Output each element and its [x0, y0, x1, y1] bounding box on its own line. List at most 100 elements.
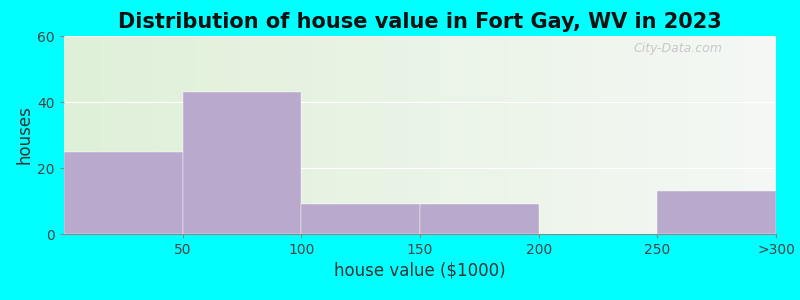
- Bar: [538, 36, 542, 234]
- Bar: [106, 36, 111, 234]
- Bar: [740, 36, 745, 234]
- Bar: [605, 36, 610, 234]
- Bar: [754, 36, 759, 234]
- Bar: [598, 36, 602, 234]
- Bar: [356, 36, 361, 234]
- Bar: [506, 36, 510, 234]
- Bar: [288, 36, 293, 234]
- Bar: [224, 36, 229, 234]
- Bar: [417, 36, 421, 234]
- Bar: [89, 36, 94, 234]
- Bar: [530, 36, 535, 234]
- Bar: [306, 36, 311, 234]
- Bar: [410, 36, 414, 234]
- Bar: [520, 36, 525, 234]
- Bar: [616, 36, 621, 234]
- Bar: [420, 36, 425, 234]
- Bar: [658, 36, 663, 234]
- Bar: [210, 36, 214, 234]
- Bar: [698, 36, 702, 234]
- Bar: [246, 36, 250, 234]
- Bar: [302, 204, 420, 234]
- Bar: [174, 36, 179, 234]
- Bar: [545, 36, 550, 234]
- Bar: [231, 36, 236, 234]
- Bar: [132, 36, 136, 234]
- Bar: [762, 36, 766, 234]
- Bar: [366, 36, 371, 234]
- Bar: [260, 36, 265, 234]
- Bar: [96, 36, 101, 234]
- Bar: [138, 36, 143, 234]
- Bar: [128, 36, 133, 234]
- Bar: [509, 36, 514, 234]
- Bar: [552, 36, 557, 234]
- Bar: [86, 36, 90, 234]
- Bar: [452, 36, 457, 234]
- Bar: [189, 36, 194, 234]
- Bar: [573, 36, 578, 234]
- Bar: [445, 36, 450, 234]
- Bar: [199, 36, 204, 234]
- Bar: [242, 36, 246, 234]
- Bar: [466, 36, 471, 234]
- Bar: [406, 36, 410, 234]
- Bar: [310, 36, 314, 234]
- Bar: [313, 36, 318, 234]
- Bar: [705, 36, 710, 234]
- Bar: [74, 36, 79, 234]
- Bar: [99, 36, 104, 234]
- Bar: [442, 36, 446, 234]
- Bar: [363, 36, 368, 234]
- Bar: [206, 36, 211, 234]
- Bar: [630, 36, 634, 234]
- Bar: [726, 36, 731, 234]
- Bar: [641, 36, 646, 234]
- Bar: [744, 36, 749, 234]
- Bar: [334, 36, 339, 234]
- Bar: [302, 36, 307, 234]
- Bar: [680, 36, 685, 234]
- Bar: [64, 152, 182, 234]
- Bar: [153, 36, 158, 234]
- Bar: [591, 36, 596, 234]
- Bar: [758, 36, 763, 234]
- Bar: [712, 36, 717, 234]
- Bar: [320, 36, 325, 234]
- Bar: [160, 36, 165, 234]
- Bar: [769, 36, 774, 234]
- Bar: [270, 36, 275, 234]
- Bar: [694, 36, 699, 234]
- Bar: [730, 36, 734, 234]
- Bar: [609, 36, 614, 234]
- Bar: [64, 36, 69, 234]
- Bar: [171, 36, 175, 234]
- Bar: [427, 36, 432, 234]
- Bar: [235, 36, 240, 234]
- Bar: [299, 36, 304, 234]
- Bar: [438, 36, 442, 234]
- Bar: [182, 36, 186, 234]
- Bar: [477, 36, 482, 234]
- Bar: [676, 36, 681, 234]
- Bar: [374, 36, 378, 234]
- Bar: [324, 36, 329, 234]
- Bar: [623, 36, 628, 234]
- Bar: [484, 36, 489, 234]
- Bar: [513, 36, 518, 234]
- Bar: [378, 36, 382, 234]
- Bar: [526, 36, 531, 234]
- Bar: [734, 36, 738, 234]
- Bar: [395, 36, 400, 234]
- Bar: [228, 36, 233, 234]
- Bar: [474, 36, 478, 234]
- Bar: [619, 36, 624, 234]
- Bar: [278, 36, 282, 234]
- Bar: [669, 36, 674, 234]
- Bar: [434, 36, 439, 234]
- Bar: [634, 36, 638, 234]
- Bar: [82, 36, 86, 234]
- Bar: [164, 36, 169, 234]
- Bar: [470, 36, 474, 234]
- Bar: [747, 36, 752, 234]
